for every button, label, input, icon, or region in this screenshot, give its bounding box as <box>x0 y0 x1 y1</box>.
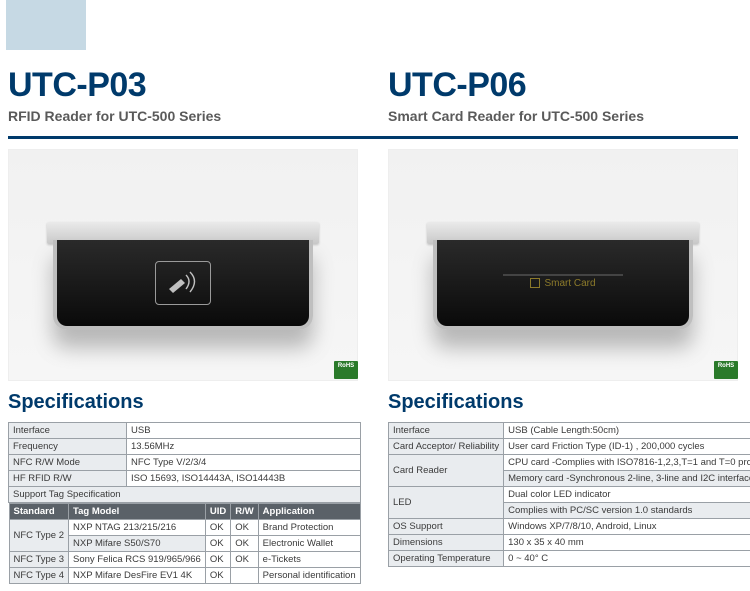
spec-value: USB <box>127 423 361 439</box>
support-cell: NXP Mifare DesFire EV1 4K <box>69 568 206 584</box>
product-image-left <box>8 149 358 381</box>
support-col: Application <box>258 504 360 520</box>
smart-card-label: Smart Card <box>544 278 595 289</box>
support-std: NFC Type 4 <box>9 568 69 584</box>
spec-value: CPU card -Complies with ISO7816-1,2,3,T=… <box>504 455 750 471</box>
spec-heading-left: Specifications <box>8 391 358 414</box>
spec-table-left: InterfaceUSBFrequency13.56MHzNFC R/W Mod… <box>8 422 361 584</box>
spec-label: LED <box>389 487 504 519</box>
spec-table-right: InterfaceUSB (Cable Length:50cm)Card Acc… <box>388 422 750 567</box>
product-title-left: UTC-P03 <box>8 68 358 102</box>
spec-label: Card Reader <box>389 455 504 487</box>
spec-value: 130 x 35 x 40 mm <box>504 535 750 551</box>
support-cell: OK <box>231 520 258 536</box>
spec-label: HF RFID R/W <box>9 471 127 487</box>
support-cell: OK <box>231 536 258 552</box>
support-cell: e-Tickets <box>258 552 360 568</box>
spec-label: Card Acceptor/ Reliability <box>389 439 504 455</box>
rfid-icon <box>155 261 211 305</box>
spec-label: Interface <box>9 423 127 439</box>
support-cell: NXP Mifare S50/S70 <box>69 536 206 552</box>
spec-value: 13.56MHz <box>127 439 361 455</box>
support-cell: OK <box>205 552 230 568</box>
support-col: Tag Model <box>69 504 206 520</box>
spec-label: Dimensions <box>389 535 504 551</box>
support-col: UID <box>205 504 230 520</box>
support-cell: Sony Felica RCS 919/965/966 <box>69 552 206 568</box>
product-subtitle-left: RFID Reader for UTC-500 Series <box>8 108 358 124</box>
support-cell: NXP NTAG 213/215/216 <box>69 520 206 536</box>
support-heading: Support Tag Specification <box>9 487 361 503</box>
support-cell: Brand Protection <box>258 520 360 536</box>
smart-card-icon: Smart Card <box>530 278 595 289</box>
spec-value: User card Friction Type (ID-1) , 200,000… <box>504 439 750 455</box>
spec-label: Operating Temperature <box>389 551 504 567</box>
rohs-badge: RoHS <box>334 361 358 379</box>
support-cell <box>231 568 258 584</box>
product-image-right: Smart Card <box>388 149 738 381</box>
spec-value: Memory card -Synchronous 2-line, 3-line … <box>504 471 750 487</box>
decorative-block <box>6 0 86 50</box>
spec-value: Dual color LED indicator <box>504 487 750 503</box>
support-cell: OK <box>205 536 230 552</box>
support-std: NFC Type 2 <box>9 520 69 552</box>
spec-label: Interface <box>389 423 504 439</box>
rohs-badge: RoHS <box>714 361 738 379</box>
support-table: StandardTag ModelUIDR/WApplication NFC Ty… <box>9 503 361 584</box>
spec-heading-right: Specifications <box>388 391 738 414</box>
support-cell: OK <box>205 568 230 584</box>
spec-value: ISO 15693, ISO14443A, ISO14443B <box>127 471 361 487</box>
spec-label: NFC R/W Mode <box>9 455 127 471</box>
spec-value: 0 ~ 40° C <box>504 551 750 567</box>
support-col: Standard <box>9 504 69 520</box>
spec-label: OS Support <box>389 519 504 535</box>
support-cell: OK <box>231 552 258 568</box>
support-cell: Electronic Wallet <box>258 536 360 552</box>
divider <box>8 136 738 139</box>
spec-value: USB (Cable Length:50cm) <box>504 423 750 439</box>
product-title-right: UTC-P06 <box>388 68 738 102</box>
spec-value: NFC Type V/2/3/4 <box>127 455 361 471</box>
spec-value: Complies with PC/SC version 1.0 standard… <box>504 503 750 519</box>
spec-label: Frequency <box>9 439 127 455</box>
support-cell: Personal identification <box>258 568 360 584</box>
product-subtitle-right: Smart Card Reader for UTC-500 Series <box>388 108 738 124</box>
support-std: NFC Type 3 <box>9 552 69 568</box>
support-col: R/W <box>231 504 258 520</box>
spec-value: Windows XP/7/8/10, Android, Linux <box>504 519 750 535</box>
support-cell: OK <box>205 520 230 536</box>
